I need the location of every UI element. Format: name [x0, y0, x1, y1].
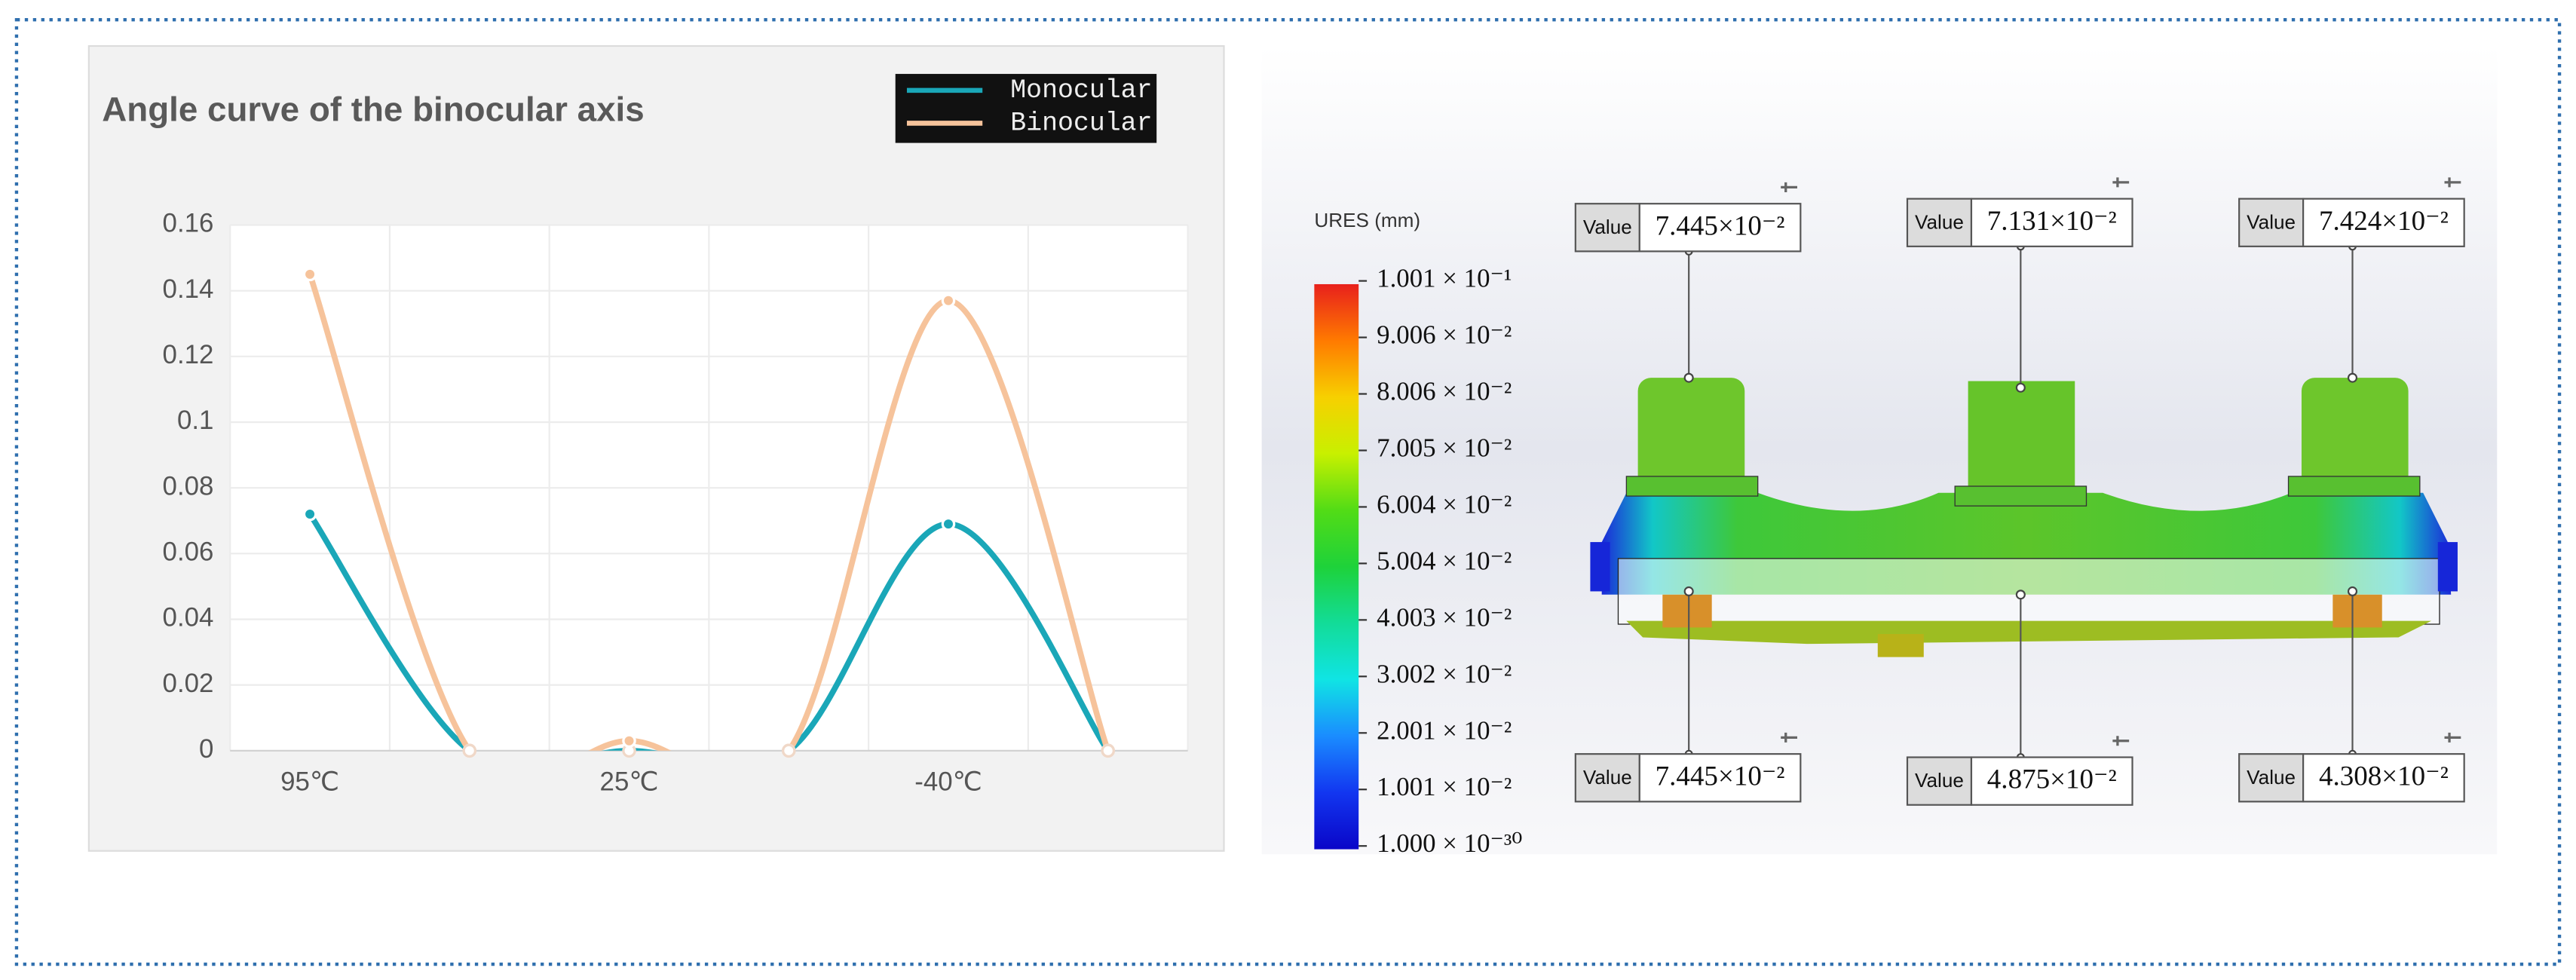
probe-value: 4.875×10⁻²: [1987, 764, 2117, 795]
fea-result: URES (mm) 1.001 × 10⁻¹ 9.006 × 10⁻² 8.006 …: [1261, 46, 2498, 858]
probe-point: [1683, 586, 1694, 596]
legend-title: URES (mm): [1314, 209, 1420, 231]
probe-point: [2347, 586, 2358, 596]
part-hot: [1877, 634, 1924, 657]
y-tick-label: 0.12: [163, 340, 214, 369]
y-tick-label: 0: [199, 734, 213, 764]
legend-label: Monocular: [1010, 76, 1152, 106]
probe-label: Value: [1583, 216, 1632, 238]
data-point: [302, 507, 317, 522]
pin-icon: [2112, 177, 2130, 188]
probe-label: Value: [1915, 210, 1964, 233]
probe-value-box: [1970, 198, 2133, 247]
scale-label: 1.001 × 10⁻²: [1377, 772, 1512, 801]
legend-label: Binocular: [1010, 109, 1152, 139]
probe-label: Value: [2247, 766, 2296, 789]
probe-value-box: [1638, 203, 1802, 253]
y-tick-label: 0.06: [163, 537, 214, 567]
y-tick-label: 0.16: [163, 209, 214, 238]
probe-value-box: [1970, 756, 2133, 806]
probe-value: 7.424×10⁻²: [2319, 206, 2449, 237]
probe-value: 7.445×10⁻²: [1656, 210, 1785, 241]
part-edge: [2437, 542, 2458, 592]
scale-label: 6.004 × 10⁻²: [1377, 489, 1512, 519]
data-point: [1101, 743, 1115, 758]
probe-label-box: [2238, 198, 2305, 247]
probe-value-box: [2302, 198, 2465, 247]
probe-label-box: [2238, 753, 2305, 803]
probe-value: 7.445×10⁻²: [1656, 761, 1785, 792]
scale-label: 5.004 × 10⁻²: [1377, 546, 1512, 575]
part-tower: [2301, 378, 2409, 497]
pin-icon: [2444, 732, 2461, 743]
probe-value: 7.131×10⁻²: [1987, 206, 2117, 237]
data-point: [941, 516, 956, 531]
data-point: [462, 743, 477, 758]
probe-label-box: [1906, 198, 1973, 247]
pin-icon: [1781, 732, 1797, 743]
x-tick-label: 25℃: [600, 767, 659, 797]
probe-point: [2015, 382, 2026, 393]
probe-point: [2347, 372, 2358, 383]
series-line: [307, 271, 1111, 751]
part-tower: [1968, 381, 2075, 503]
probe-point: [1683, 372, 1694, 383]
scale-label: 3.002 × 10⁻²: [1377, 659, 1512, 688]
pin-icon: [2444, 177, 2461, 188]
part-base-strip: [1626, 620, 2432, 645]
frame: [14, 17, 2562, 966]
pin-icon: [1781, 182, 1797, 192]
scale-label: 2.001 × 10⁻²: [1377, 715, 1512, 745]
pin-icon: [2112, 736, 2130, 746]
series-group: [307, 271, 1111, 751]
probe-label: Value: [1583, 766, 1632, 789]
data-point: [302, 267, 317, 282]
probe-value-box: [2302, 753, 2465, 803]
x-tick-label: -40℃: [914, 767, 982, 797]
part-flange: [1625, 476, 1759, 497]
probe-label-box: [1574, 203, 1640, 253]
probe-label: Value: [1915, 769, 1964, 792]
scale-label: 4.003 × 10⁻²: [1377, 602, 1512, 632]
y-tick-label: 0.04: [163, 603, 214, 632]
scale-label: 1.001 × 10⁻¹: [1377, 264, 1512, 293]
scale-label: 8.006 × 10⁻²: [1377, 377, 1512, 406]
color-bar: [1314, 283, 1359, 850]
part-tower: [1637, 378, 1745, 497]
probe-label-box: [1574, 753, 1640, 803]
scale-label: 9.006 × 10⁻²: [1377, 320, 1512, 350]
part-hot: [1662, 594, 1712, 628]
part-hot: [2332, 594, 2382, 628]
y-tick-label: 0.1: [177, 406, 213, 435]
fea-background: [1261, 46, 2498, 855]
data-point: [782, 743, 796, 758]
x-tick-label: 95℃: [280, 767, 339, 797]
data-point: [622, 733, 636, 748]
probe-label: Value: [2247, 210, 2296, 233]
chart-title: Angle curve of the binocular axis: [102, 90, 644, 128]
y-tick-label: 0.14: [163, 274, 214, 304]
scale-label: 1.000 × 10⁻³⁰: [1377, 828, 1522, 858]
part-flange: [1954, 485, 2087, 507]
part-flange: [2287, 476, 2421, 497]
part-edge: [1590, 542, 1610, 592]
line-chart: Angle curve of the binocular axis 0 0.02 0…: [87, 44, 1225, 852]
series-line: [307, 511, 1111, 751]
y-tick-label: 0.02: [163, 669, 214, 698]
part-base: [1617, 558, 2440, 625]
probe-value-box: [1638, 753, 1802, 803]
probe-point: [2015, 590, 2026, 600]
scale-label: 7.005 × 10⁻²: [1377, 433, 1512, 462]
data-point: [941, 293, 956, 308]
part: [1590, 378, 2458, 657]
legend: [895, 74, 1157, 143]
probe-value: 4.308×10⁻²: [2319, 761, 2449, 792]
y-tick-label: 0.08: [163, 471, 214, 501]
